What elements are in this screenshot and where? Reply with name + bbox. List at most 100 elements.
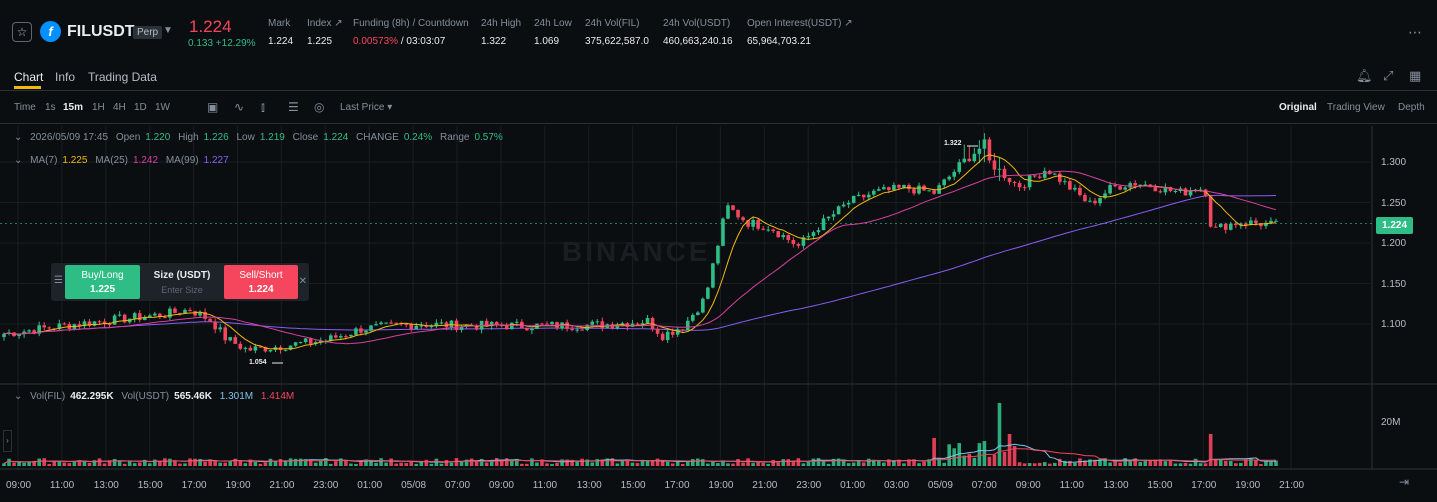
volume-bar xyxy=(706,463,710,466)
candle-body xyxy=(771,229,776,232)
symbol-dropdown-icon[interactable]: ▼ xyxy=(163,25,173,36)
candle-body xyxy=(1012,181,1017,184)
interval-4h[interactable]: 4H xyxy=(113,102,126,113)
view-original[interactable]: Original xyxy=(1279,102,1317,113)
candle-body xyxy=(1037,176,1042,178)
volume-bar xyxy=(550,463,554,466)
tab-info[interactable]: Info xyxy=(55,70,76,84)
legend-open-label: Open xyxy=(115,132,141,143)
volume-bar xyxy=(595,459,600,466)
volume-bar xyxy=(1032,463,1037,466)
candle-body xyxy=(756,219,760,229)
legend-range-label: Range xyxy=(439,132,470,143)
stat-value: 1.224 xyxy=(268,36,294,47)
symbol-name[interactable]: FILUSDT xyxy=(67,23,135,40)
candle-body xyxy=(364,330,368,333)
volume-bar xyxy=(932,438,936,466)
tab-trading-data[interactable]: Trading Data xyxy=(88,70,157,84)
volume-bar xyxy=(967,453,972,466)
close-icon[interactable]: ✕ xyxy=(298,276,307,287)
interval-1w[interactable]: 1W xyxy=(155,102,170,113)
settings-list-icon[interactable]: ☰ xyxy=(288,100,299,114)
volume-bar xyxy=(47,463,52,466)
candle-body xyxy=(746,220,750,227)
volume-bar xyxy=(796,458,801,466)
candle-body xyxy=(328,335,333,341)
time-axis-label: 15:00 xyxy=(1147,480,1173,491)
price-type-dropdown[interactable]: Last Price ▾ xyxy=(340,102,393,113)
favorite-star-icon[interactable]: ☆ xyxy=(12,22,32,42)
interval-1h[interactable]: 1H xyxy=(92,102,105,113)
stat-value: 0.00573% / 03:03:07 xyxy=(353,36,469,47)
time-axis-label: 07:00 xyxy=(445,480,471,491)
interval-15m[interactable]: 15m xyxy=(63,102,84,113)
time-axis-label: 15:00 xyxy=(137,480,163,491)
candle-body xyxy=(902,184,906,188)
volume-bar xyxy=(1254,460,1258,466)
target-icon[interactable]: ◎ xyxy=(314,100,325,114)
collapse-chevron-icon[interactable]: ⌄ xyxy=(14,155,23,166)
more-options-icon[interactable]: ⋯ xyxy=(1408,24,1423,40)
candle-body xyxy=(650,317,655,329)
volume-ma-line xyxy=(3,448,1277,464)
ma99-value: 1.227 xyxy=(203,155,229,166)
calendar-icon[interactable]: ▣ xyxy=(207,100,219,114)
candle-body xyxy=(47,327,52,329)
stat-index[interactable]: Index ↗ 1.225 xyxy=(307,18,343,47)
candle-body xyxy=(27,330,31,332)
volume-bar xyxy=(1068,460,1072,466)
indicator-icon[interactable]: ∿ xyxy=(234,100,245,114)
candle-body xyxy=(1233,223,1238,226)
candle-body xyxy=(434,322,439,326)
sell-short-button[interactable]: Sell/Short 1.224 xyxy=(224,265,298,299)
candle-body xyxy=(32,330,36,334)
volume-bar xyxy=(831,458,836,466)
interval-1s[interactable]: 1s xyxy=(45,102,56,113)
volume-bar xyxy=(650,460,655,466)
candle-type-icon[interactable]: ⫾ xyxy=(261,100,265,114)
collapse-chevron-icon[interactable]: ⌄ xyxy=(14,391,23,402)
volume-bar xyxy=(52,461,57,466)
candle-body xyxy=(318,340,323,343)
tab-chart[interactable]: Chart xyxy=(14,70,44,84)
candle-body xyxy=(640,323,645,325)
candle-body xyxy=(977,148,982,154)
collapse-chevron-icon[interactable]: ⌄ xyxy=(14,132,23,143)
volume-bar xyxy=(1083,460,1087,466)
volume-bar xyxy=(520,463,524,466)
size-label: Size (USDT) xyxy=(153,270,211,281)
volume-bar xyxy=(640,460,645,466)
candle-body xyxy=(122,314,127,323)
volume-bar xyxy=(298,458,303,466)
size-input[interactable] xyxy=(147,284,217,296)
candle-body xyxy=(665,331,670,341)
buy-long-button[interactable]: Buy/Long 1.225 xyxy=(65,265,140,299)
time-axis-label: 17:00 xyxy=(1191,480,1217,491)
candle-body xyxy=(384,322,388,324)
expand-arrow-icon[interactable]: › xyxy=(3,430,12,452)
candle-body xyxy=(907,184,911,190)
candle-body xyxy=(836,206,841,215)
candle-body xyxy=(1158,191,1163,193)
candle-body xyxy=(97,321,102,323)
layout-grid-icon[interactable]: ▦ xyxy=(1409,68,1422,83)
interval-1d[interactable]: 1D xyxy=(134,102,147,113)
volume-bar xyxy=(459,461,464,466)
view-depth[interactable]: Depth xyxy=(1398,102,1425,113)
fullscreen-icon[interactable]: ⤢ xyxy=(1383,68,1394,83)
volume-bar xyxy=(570,459,574,466)
drag-handle-icon[interactable]: ☰ xyxy=(54,275,63,286)
ma25-line xyxy=(3,170,1277,345)
candle-body xyxy=(449,320,454,328)
candle-body xyxy=(801,237,806,246)
view-trading-view[interactable]: Trading View xyxy=(1327,102,1385,113)
stat-open-interest[interactable]: Open Interest(USDT) ↗ 65,964,703.21 xyxy=(747,18,853,47)
volume-bar xyxy=(871,459,876,466)
candle-body xyxy=(690,314,695,321)
volume-bar xyxy=(82,460,87,466)
bell-icon[interactable]: 🔔︎ xyxy=(1356,68,1373,83)
scroll-to-latest-icon[interactable]: ⇥ xyxy=(1399,475,1410,489)
candle-body xyxy=(298,342,303,344)
candle-body xyxy=(1213,226,1218,228)
